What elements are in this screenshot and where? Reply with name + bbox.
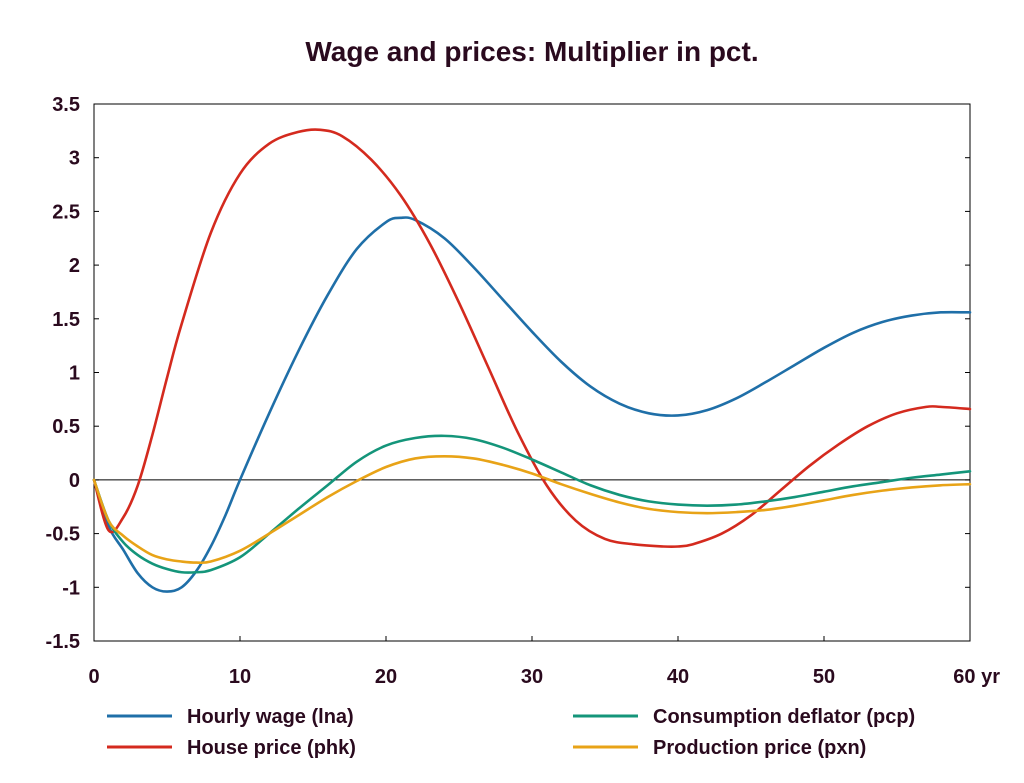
legend-label-production-price-pxn: Production price (pxn): [653, 737, 866, 759]
x-tick-label: 0: [88, 666, 99, 688]
y-tick-label: 1.5: [52, 309, 80, 331]
x-tick-label: 20: [375, 666, 397, 688]
series-lines: [92, 128, 972, 593]
y-tick-label: 1: [69, 363, 80, 385]
y-tick-label: 0: [69, 470, 80, 492]
axes: 3.5 3 2.5 2 1.5 1 0.5 0 -0.5 -1 -1.5 0 10 20 30 40 50 60 …: [46, 94, 1001, 688]
chart-title: Wage and prices: Multiplier in pct.: [305, 36, 758, 67]
series-line-production-price-pxn: [92, 454, 972, 565]
x-tick-label: 50: [813, 666, 835, 688]
x-tick-label: 40: [667, 666, 689, 688]
legend-label-consumption-deflator-pcp: Consumption deflator (pcp): [653, 706, 915, 728]
y-tick-label: -1: [62, 577, 80, 599]
y-tick-label: 2.5: [52, 201, 80, 223]
series-line-house-price-phk: [92, 128, 972, 549]
x-tick-label: 60 yr: [953, 666, 1000, 688]
plot-frame: [93, 103, 971, 642]
x-tick-label: 30: [521, 666, 543, 688]
series-line-consumption-deflator-pcp: [92, 434, 972, 574]
y-tick-label: 2: [69, 255, 80, 277]
y-tick-label: -0.5: [46, 524, 80, 546]
y-tick-label: -1.5: [46, 631, 80, 653]
y-tick-label: 3: [69, 148, 80, 170]
legend-label-house-price-phk: House price (phk): [187, 737, 356, 759]
y-tick-label: 0.5: [52, 416, 80, 438]
legend-label-hourly-wage-lna: Hourly wage (lna): [187, 706, 354, 728]
y-tick-label: 3.5: [52, 94, 80, 116]
series-line-hourly-wage-lna: [92, 216, 972, 593]
x-tick-label: 10: [229, 666, 251, 688]
legend: Hourly wage (lna) Consumption deflator (p…: [107, 706, 915, 759]
